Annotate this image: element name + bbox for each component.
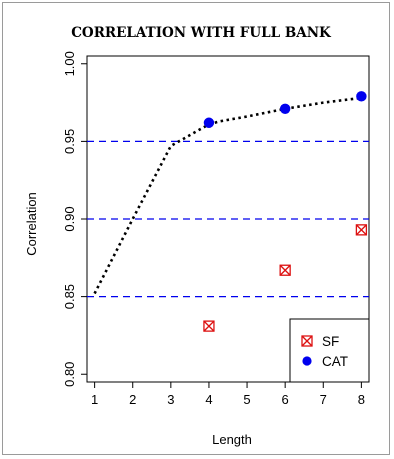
legend: SF CAT <box>289 318 370 383</box>
x-tick-label: 3 <box>167 392 174 407</box>
chart-title: CORRELATION WITH FULL BANK <box>71 25 332 41</box>
trend-curve-layer <box>93 96 362 295</box>
y-tick-label: 0.80 <box>62 362 77 387</box>
y-tick-label: 0.90 <box>62 206 77 231</box>
y-axis: 0.80 0.85 0.90 0.95 1.00 <box>62 51 87 387</box>
x-tick-label: 5 <box>243 392 250 407</box>
x-tick-label: 4 <box>205 392 212 407</box>
legend-box <box>289 318 370 383</box>
cat-point <box>356 91 367 102</box>
x-axis-label: Length <box>212 432 252 447</box>
y-tick-label: 1.00 <box>62 51 77 76</box>
data-points <box>203 91 368 332</box>
x-tick-label: 1 <box>91 392 98 407</box>
x-tick-label: 2 <box>129 392 136 407</box>
x-tick-label: 6 <box>282 392 289 407</box>
reference-lines <box>87 140 369 298</box>
y-axis-label: Correlation <box>24 192 39 256</box>
y-tick-label: 0.95 <box>62 129 77 154</box>
sf-point <box>355 224 368 236</box>
legend-cat-marker <box>302 356 312 366</box>
trend-curve <box>93 96 362 295</box>
x-tick-label: 8 <box>358 392 365 407</box>
y-tick-label: 0.85 <box>62 284 77 309</box>
cat-point <box>279 103 291 114</box>
sf-point <box>203 320 215 332</box>
legend-label: SF <box>322 334 339 349</box>
cat-point <box>203 117 215 128</box>
legend-label: CAT <box>322 354 348 369</box>
x-axis: 1 2 3 4 5 6 7 8 <box>91 382 365 407</box>
sf-point <box>279 264 291 276</box>
x-tick-label: 7 <box>320 392 327 407</box>
legend-sf-marker <box>301 335 313 347</box>
